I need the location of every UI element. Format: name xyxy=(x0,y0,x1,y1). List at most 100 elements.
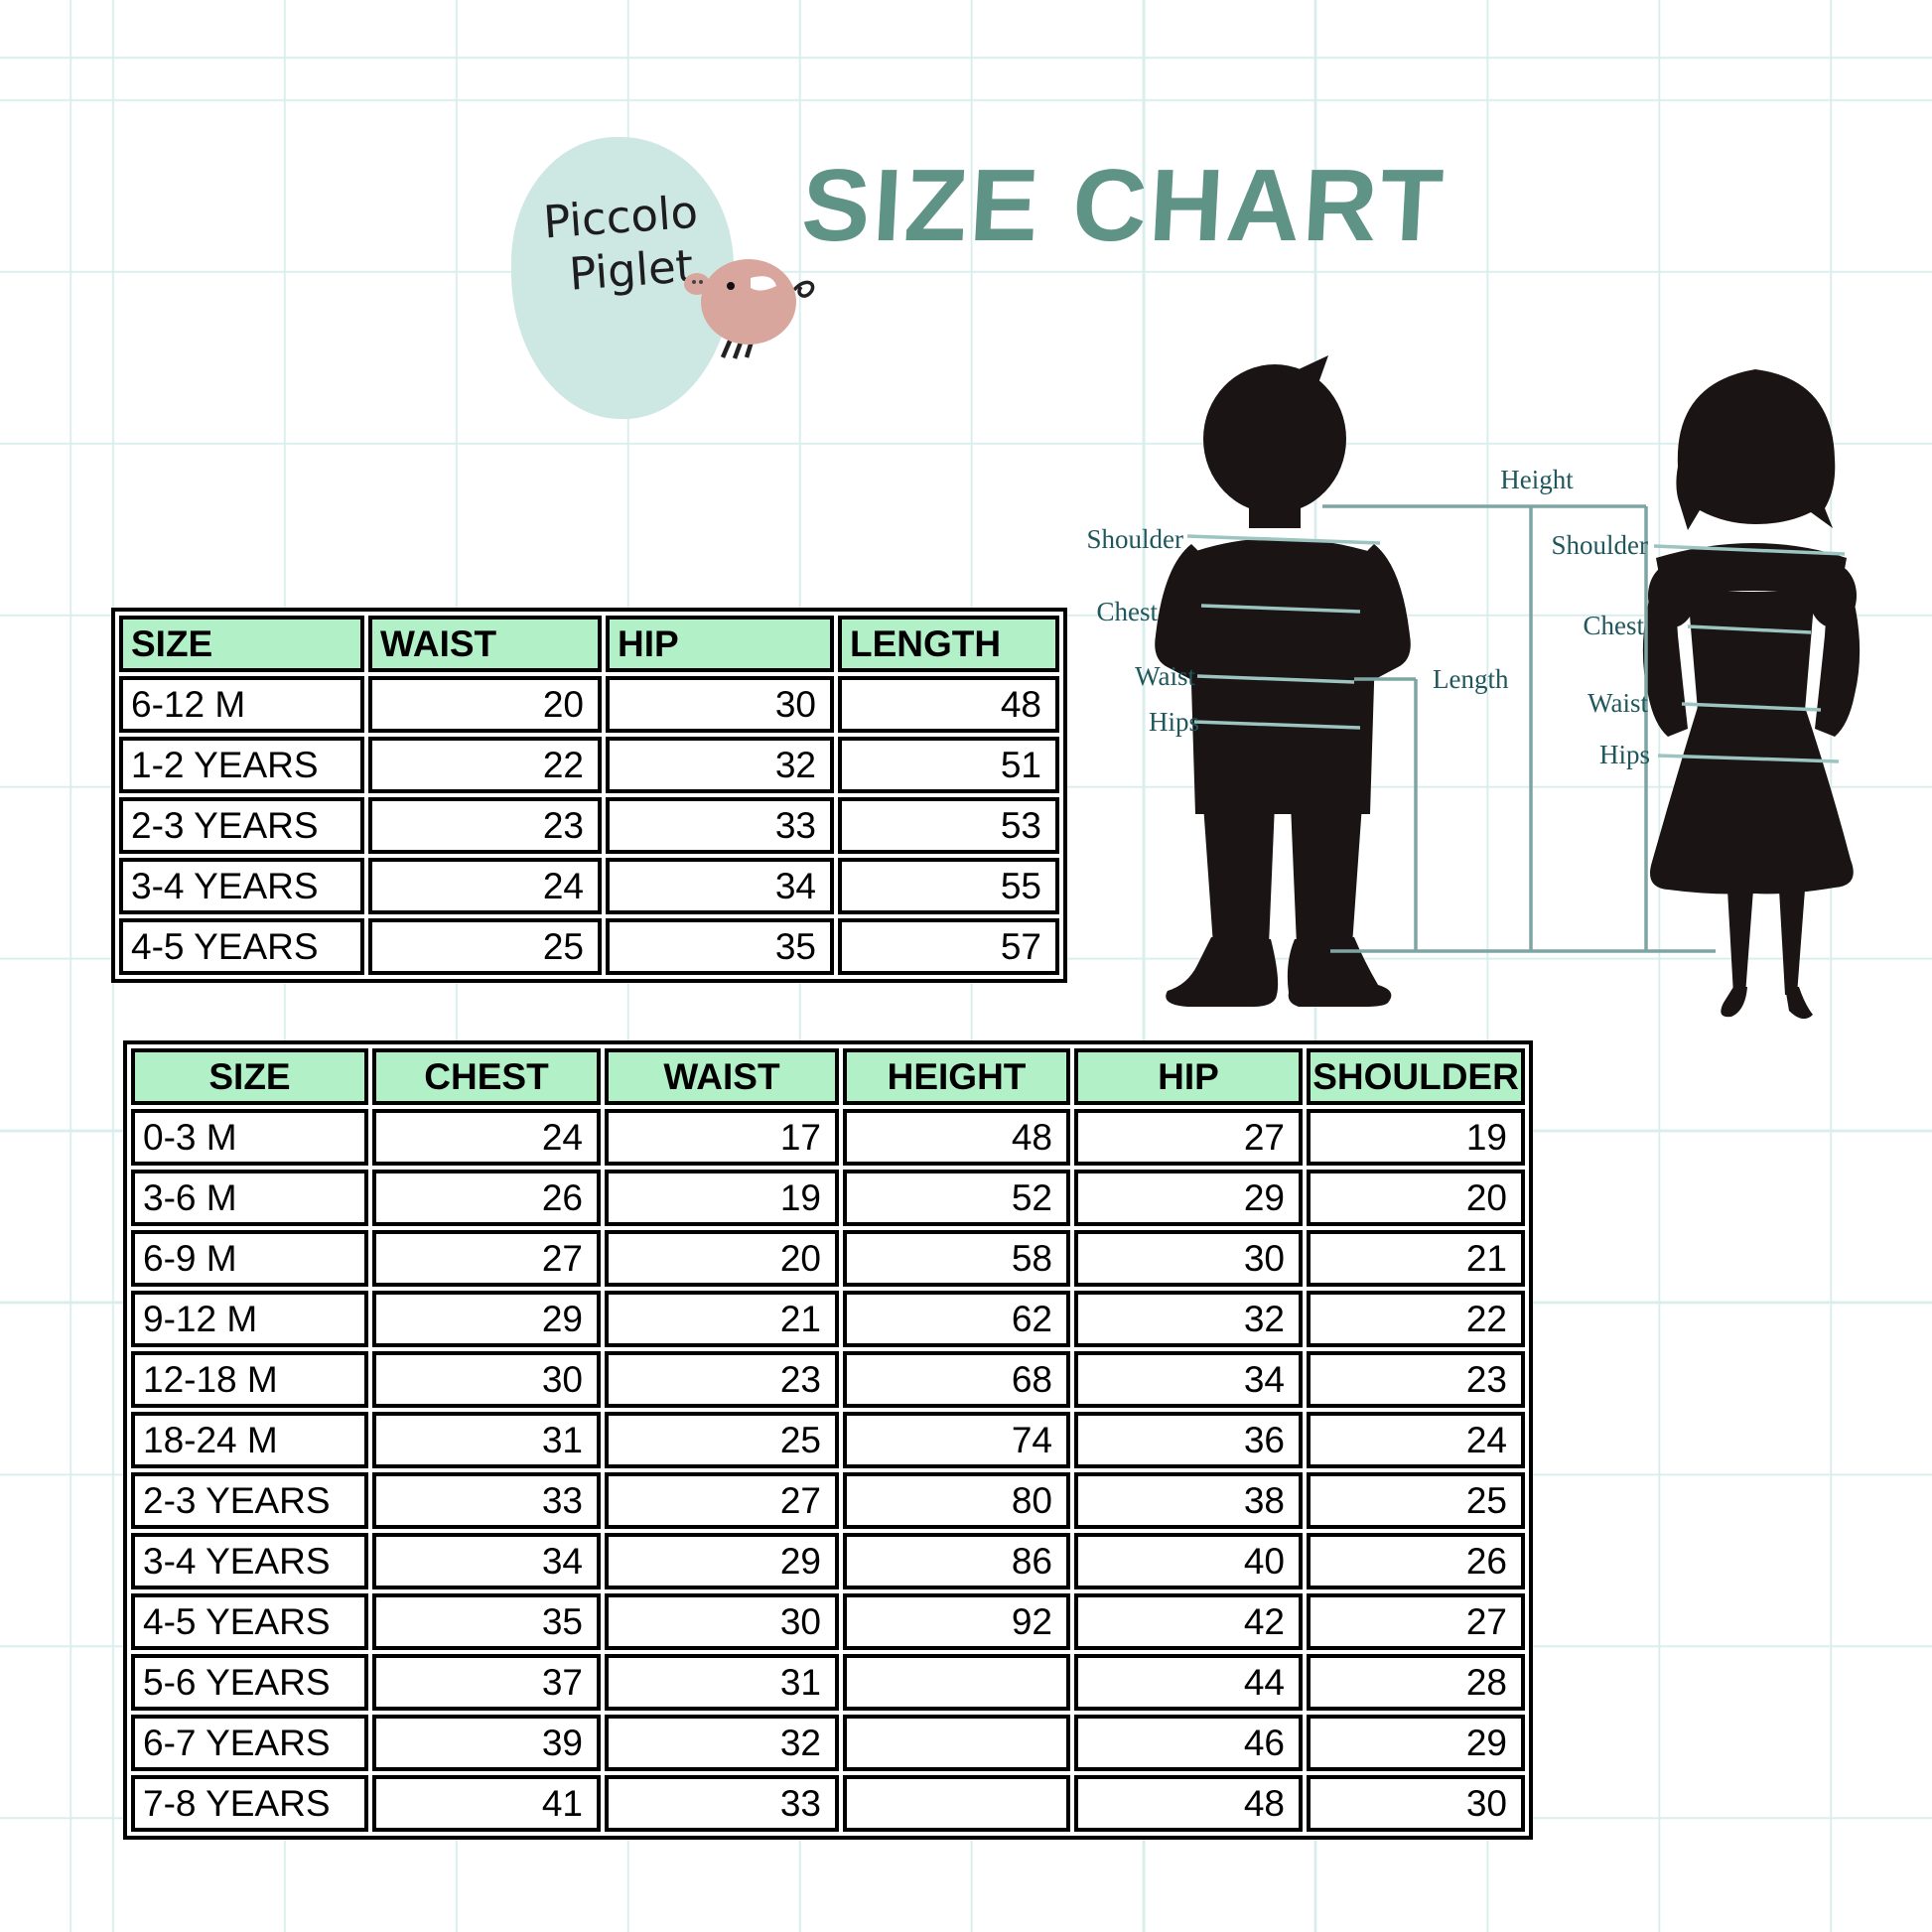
value-cell: 37 xyxy=(372,1654,601,1711)
value-cell: 86 xyxy=(843,1533,1070,1589)
size-cell: 2-3 YEARS xyxy=(119,797,364,854)
table-row: 4-5 YEARS 25 35 57 xyxy=(119,918,1059,975)
value-cell: 33 xyxy=(606,797,834,854)
value-cell: 55 xyxy=(838,858,1059,914)
boy-shoulder-label: Shoulder xyxy=(1087,524,1184,554)
detailed-size-table: SIZE CHEST WAIST HEIGHT HIP SHOULDER 0-3 M 24 17… xyxy=(123,1040,1533,1840)
value-cell: 42 xyxy=(1074,1593,1303,1650)
pig-snout xyxy=(684,273,710,295)
value-cell: 46 xyxy=(1074,1715,1303,1771)
column-header: CHEST xyxy=(372,1048,601,1105)
value-cell: 32 xyxy=(605,1715,839,1771)
page-title: SIZE CHART xyxy=(799,148,1449,262)
pig-eye xyxy=(727,282,735,290)
value-cell: 21 xyxy=(1307,1230,1525,1287)
value-cell: 57 xyxy=(838,918,1059,975)
table-row: 9-12 M 29 21 62 32 22 xyxy=(131,1291,1525,1347)
column-header: HIP xyxy=(606,616,834,672)
girl-chest-label: Chest xyxy=(1583,611,1644,640)
table-row: 6-7 YEARS 39 32 46 29 xyxy=(131,1715,1525,1771)
value-cell: 24 xyxy=(1307,1412,1525,1468)
value-cell: 23 xyxy=(368,797,602,854)
size-cell: 0-3 M xyxy=(131,1109,368,1166)
value-cell: 29 xyxy=(1074,1170,1303,1226)
value-cell: 20 xyxy=(1307,1170,1525,1226)
value-cell: 52 xyxy=(843,1170,1070,1226)
value-cell: 33 xyxy=(605,1775,839,1832)
length-label: Length xyxy=(1433,664,1509,694)
size-cell: 6-7 YEARS xyxy=(131,1715,368,1771)
size-cell: 4-5 YEARS xyxy=(131,1593,368,1650)
value-cell: 36 xyxy=(1074,1412,1303,1468)
table-row: 2-3 YEARS 23 33 53 xyxy=(119,797,1059,854)
value-cell: 20 xyxy=(605,1230,839,1287)
size-cell: 18-24 M xyxy=(131,1412,368,1468)
table-row: 18-24 M 31 25 74 36 24 xyxy=(131,1412,1525,1468)
size-cell: 3-4 YEARS xyxy=(131,1533,368,1589)
column-header: SIZE xyxy=(131,1048,368,1105)
body-measure-lines xyxy=(1186,534,1846,763)
value-cell: 34 xyxy=(372,1533,601,1589)
value-cell: 32 xyxy=(1074,1291,1303,1347)
value-cell: 34 xyxy=(606,858,834,914)
table-row: 3-4 YEARS 24 34 55 xyxy=(119,858,1059,914)
bracket-lines xyxy=(1322,504,1716,953)
value-cell: 27 xyxy=(1074,1109,1303,1166)
size-cell: 12-18 M xyxy=(131,1351,368,1408)
value-cell: 29 xyxy=(1307,1715,1525,1771)
boy-waist-label: Waist xyxy=(1135,661,1195,691)
value-cell: 35 xyxy=(606,918,834,975)
value-cell: 48 xyxy=(838,676,1059,733)
table-row: 4-5 YEARS 35 30 92 42 27 xyxy=(131,1593,1525,1650)
value-cell: 23 xyxy=(605,1351,839,1408)
value-cell: 21 xyxy=(605,1291,839,1347)
value-cell: 28 xyxy=(1307,1654,1525,1711)
value-cell: 53 xyxy=(838,797,1059,854)
value-cell: 31 xyxy=(605,1654,839,1711)
table-row: 3-6 M 26 19 52 29 20 xyxy=(131,1170,1525,1226)
value-cell: 26 xyxy=(372,1170,601,1226)
boy-silhouette xyxy=(1155,355,1411,1007)
value-cell: 25 xyxy=(1307,1472,1525,1529)
value-cell: 31 xyxy=(372,1412,601,1468)
value-cell: 58 xyxy=(843,1230,1070,1287)
size-cell: 6-9 M xyxy=(131,1230,368,1287)
value-cell: 23 xyxy=(1307,1351,1525,1408)
pig-icon xyxy=(684,259,815,359)
value-cell: 25 xyxy=(605,1412,839,1468)
brand-name-line1: Piccolo xyxy=(541,185,700,249)
value-cell: 34 xyxy=(1074,1351,1303,1408)
table-row: 6-9 M 27 20 58 30 21 xyxy=(131,1230,1525,1287)
value-cell: 62 xyxy=(843,1291,1070,1347)
table-row: 0-3 M 24 17 48 27 19 xyxy=(131,1109,1525,1166)
column-header: SHOULDER xyxy=(1307,1048,1525,1105)
value-cell: 26 xyxy=(1307,1533,1525,1589)
value-cell: 51 xyxy=(838,737,1059,793)
size-cell: 4-5 YEARS xyxy=(119,918,364,975)
column-header: SIZE xyxy=(119,616,364,672)
value-cell: 33 xyxy=(372,1472,601,1529)
toddler-size-table: SIZE WAIST HIP LENGTH 6-12 M 20 30 48 1-2 YEARS 2… xyxy=(111,608,1067,983)
size-cell: 3-4 YEARS xyxy=(119,858,364,914)
value-cell: 25 xyxy=(368,918,602,975)
pig-body xyxy=(701,259,796,345)
value-cell xyxy=(843,1654,1070,1711)
value-cell: 19 xyxy=(605,1170,839,1226)
table-row: 2-3 YEARS 33 27 80 38 25 xyxy=(131,1472,1525,1529)
value-cell: 29 xyxy=(605,1533,839,1589)
value-cell: 44 xyxy=(1074,1654,1303,1711)
table-row: 6-12 M 20 30 48 xyxy=(119,676,1059,733)
size-cell: 9-12 M xyxy=(131,1291,368,1347)
pig-ear xyxy=(751,276,776,291)
value-cell: 27 xyxy=(372,1230,601,1287)
value-cell: 30 xyxy=(606,676,834,733)
header-row: SIZE CHEST WAIST HEIGHT HIP SHOULDER xyxy=(131,1048,1525,1105)
size-cell: 7-8 YEARS xyxy=(131,1775,368,1832)
table-row: 7-8 YEARS 41 33 48 30 xyxy=(131,1775,1525,1832)
value-cell: 30 xyxy=(1074,1230,1303,1287)
height-label: Height xyxy=(1500,465,1574,494)
header-row: SIZE WAIST HIP LENGTH xyxy=(119,616,1059,672)
size-cell: 5-6 YEARS xyxy=(131,1654,368,1711)
value-cell: 27 xyxy=(605,1472,839,1529)
